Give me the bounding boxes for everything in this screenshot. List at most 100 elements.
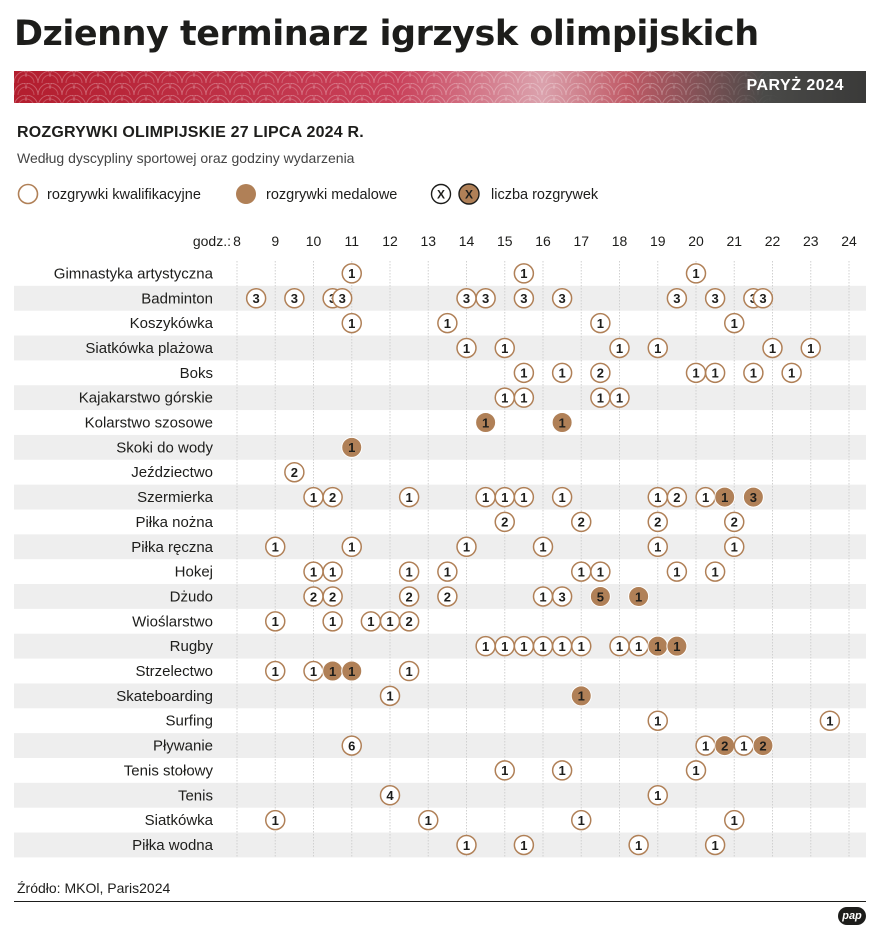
event-count-label: 1 (559, 490, 566, 505)
row-band (14, 335, 866, 361)
qualifying-marker (609, 387, 630, 408)
event-count-label: 1 (501, 341, 508, 356)
row-band (14, 782, 866, 808)
event-count-label: 1 (386, 614, 393, 629)
event-count-label: 1 (654, 341, 661, 356)
event-count-label: 3 (291, 291, 298, 306)
event-count-label: 1 (559, 763, 566, 778)
legend-count-marker-medal (458, 183, 480, 205)
x-tick-label: 8 (233, 233, 241, 249)
qualifying-marker (398, 561, 420, 582)
row-label: Gimnastyka artystyczna (54, 265, 214, 282)
event-count-label: 1 (712, 564, 719, 579)
row-label: Koszykówka (130, 315, 214, 332)
qualifying-marker (647, 337, 668, 359)
qualifying-marker (456, 834, 477, 856)
row-label: Siatkówka (145, 812, 214, 829)
qualifying-marker (245, 288, 267, 309)
qualifying-marker (628, 834, 649, 856)
qualifying-marker (647, 511, 668, 533)
qualifying-marker (341, 312, 362, 334)
row-label: Wioślarstwo (132, 613, 213, 630)
event-count-label: 1 (520, 390, 527, 405)
qualifying-marker (724, 809, 745, 831)
footer-divider (14, 901, 866, 902)
legend-count-symbol: X (437, 188, 445, 202)
qualifying-marker (571, 511, 592, 533)
event-count-label: 1 (578, 813, 585, 828)
qualifying-marker (322, 611, 343, 632)
event-count-label: 1 (769, 341, 776, 356)
event-count-label: 1 (501, 639, 508, 654)
row-label: Szermierka (137, 489, 214, 506)
event-count-label: 1 (501, 490, 508, 505)
row-label: Skateboarding (116, 688, 213, 705)
row-label: Siatkówka plażowa (85, 340, 213, 357)
event-count-label: 1 (597, 390, 604, 405)
legend-count-label: liczba rozgrywek (491, 187, 599, 203)
qualifying-marker (398, 586, 420, 607)
qualifying-marker (647, 710, 668, 731)
event-count-label: 1 (731, 813, 738, 828)
row-label: Badminton (141, 290, 213, 307)
event-count-label: 2 (501, 515, 508, 530)
event-count-label: 1 (310, 564, 317, 579)
medal-marker (341, 660, 363, 682)
qualifying-marker (609, 337, 630, 359)
medal-marker (742, 486, 764, 508)
qualifying-marker (475, 288, 496, 309)
row-band (14, 434, 866, 460)
qualifying-marker (704, 561, 726, 582)
x-tick-label: 11 (344, 233, 359, 249)
event-count-label: 1 (272, 540, 279, 555)
x-tick-label: 12 (382, 233, 398, 249)
event-count-label: 1 (692, 266, 699, 281)
event-count-label: 1 (272, 813, 279, 828)
chart-subtitle: Według dyscypliny sportowej oraz godziny… (17, 150, 355, 166)
row-label: Tenis (178, 787, 213, 804)
medal-marker (589, 585, 611, 607)
row-label: Skoki do wody (116, 439, 213, 456)
event-count-label: 1 (272, 664, 279, 679)
qualifying-marker (341, 536, 362, 558)
qualifying-marker (551, 586, 573, 607)
event-count-label: 1 (788, 366, 795, 381)
event-count-label: 2 (731, 515, 738, 530)
qualifying-marker (513, 486, 535, 508)
banner: PARYŻ 2024 (14, 71, 866, 103)
event-count-label: 1 (750, 366, 757, 381)
event-count-label: 1 (654, 788, 661, 803)
qualifying-marker (704, 288, 726, 309)
qualifying-marker (513, 288, 535, 309)
event-count-label: 2 (329, 589, 336, 604)
qualifying-marker (724, 536, 745, 558)
row-label: Tenis stołowy (124, 762, 214, 779)
event-count-label: 1 (559, 415, 566, 430)
event-count-label: 1 (740, 738, 747, 753)
qualifying-marker (398, 660, 420, 682)
event-count-label: 1 (520, 639, 527, 654)
qualifying-marker (513, 263, 535, 284)
qualifying-marker (666, 288, 688, 309)
legend-count-marker-qualifying (430, 183, 452, 205)
event-count-label: 3 (339, 291, 346, 306)
medal-marker (475, 412, 497, 434)
x-tick-label: 23 (803, 233, 819, 249)
event-count-label: 1 (731, 540, 738, 555)
qualifying-marker (685, 263, 707, 284)
event-count-label: 3 (750, 490, 757, 505)
event-count-label: 1 (654, 490, 661, 505)
x-tick-label: 21 (726, 233, 742, 249)
source-note: Źródło: MKOl, Paris2024 (17, 880, 171, 896)
row-label: Pływanie (153, 738, 213, 755)
x-tick-label: 22 (765, 233, 781, 249)
qualifying-marker (437, 561, 458, 582)
x-axis-prefix: godz.: (193, 233, 231, 249)
qualifying-marker (284, 461, 305, 483)
row-band (14, 385, 866, 411)
event-count-label: 1 (635, 838, 642, 853)
event-count-label: 1 (425, 813, 432, 828)
event-count-label: 1 (463, 540, 470, 555)
event-count-label: 3 (673, 291, 680, 306)
qualifying-marker (322, 586, 343, 607)
